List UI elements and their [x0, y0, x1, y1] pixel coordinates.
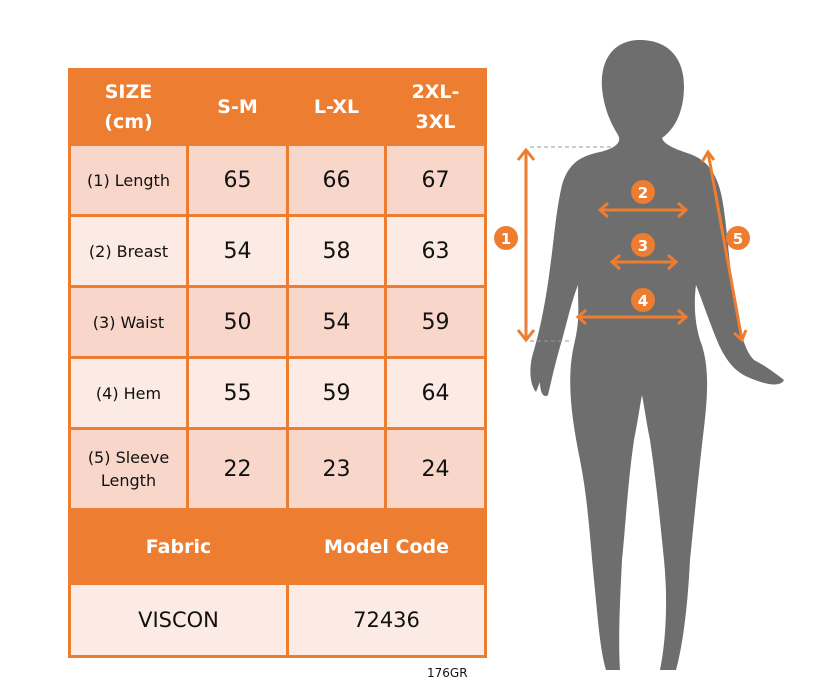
table-row: (3) Waist 50 54 59	[68, 285, 487, 359]
fabric-header: Fabric	[68, 508, 289, 585]
cell: 59	[286, 356, 387, 430]
cell: 64	[384, 356, 487, 430]
cell: 24	[384, 427, 487, 511]
cell: 65	[186, 143, 289, 217]
marker-4: 4	[638, 292, 648, 310]
marker-5: 5	[733, 230, 743, 248]
marker-3-badge	[631, 233, 655, 257]
hem-arrow	[575, 308, 689, 326]
cell: 54	[286, 285, 387, 359]
marker-2: 2	[638, 184, 648, 202]
header-2xl-3xl: 2XL-3XL	[384, 68, 487, 146]
product-code: 176GR	[427, 666, 468, 680]
breast-arrow	[597, 201, 689, 219]
cell: 58	[286, 214, 387, 288]
marker-1-badge	[494, 226, 518, 250]
cell: 67	[384, 143, 487, 217]
cell: 50	[186, 285, 289, 359]
waist-arrow	[609, 253, 679, 271]
body-measurement-figure: 1 2 3 4 5	[494, 40, 784, 670]
header-s-m: S-M	[186, 68, 289, 146]
row-label: (1) Length	[68, 143, 189, 217]
header-size: SIZE (cm)	[68, 68, 189, 146]
cell: 55	[186, 356, 289, 430]
cell: 66	[286, 143, 387, 217]
cell: 23	[286, 427, 387, 511]
marker-5-badge	[726, 226, 750, 250]
cell: 22	[186, 427, 289, 511]
marker-1: 1	[501, 230, 511, 248]
header-row: SIZE (cm) S-M L-XL 2XL-3XL	[68, 68, 487, 146]
footer-value-row: VISCON 72436	[68, 582, 487, 658]
measurement-arrows	[516, 147, 748, 343]
row-label: (3) Waist	[68, 285, 189, 359]
cell: 63	[384, 214, 487, 288]
size-chart-table: SIZE (cm) S-M L-XL 2XL-3XL (1) Length 65…	[68, 68, 487, 658]
marker-2-badge	[631, 180, 655, 204]
marker-4-badge	[631, 288, 655, 312]
row-label: (2) Breast	[68, 214, 189, 288]
cell: 59	[384, 285, 487, 359]
table-row: (4) Hem 55 59 64	[68, 356, 487, 430]
row-label: (4) Hem	[68, 356, 189, 430]
row-label: (5) Sleeve Length	[68, 427, 189, 511]
table-row: (1) Length 65 66 67	[68, 143, 487, 217]
marker-3: 3	[638, 237, 648, 255]
woman-silhouette	[530, 40, 784, 670]
table-row: (5) Sleeve Length 22 23 24	[68, 427, 487, 511]
cell: 54	[186, 214, 289, 288]
model-code-value: 72436	[286, 582, 487, 658]
length-arrow	[516, 147, 536, 343]
model-code-header: Model Code	[286, 508, 487, 585]
fabric-value: VISCON	[68, 582, 289, 658]
footer-header-row: Fabric Model Code	[68, 508, 487, 585]
table-row: (2) Breast 54 58 63	[68, 214, 487, 288]
header-l-xl: L-XL	[286, 68, 387, 146]
measurement-markers: 1 2 3 4 5	[494, 180, 750, 312]
sleeve-arrow	[700, 149, 748, 343]
